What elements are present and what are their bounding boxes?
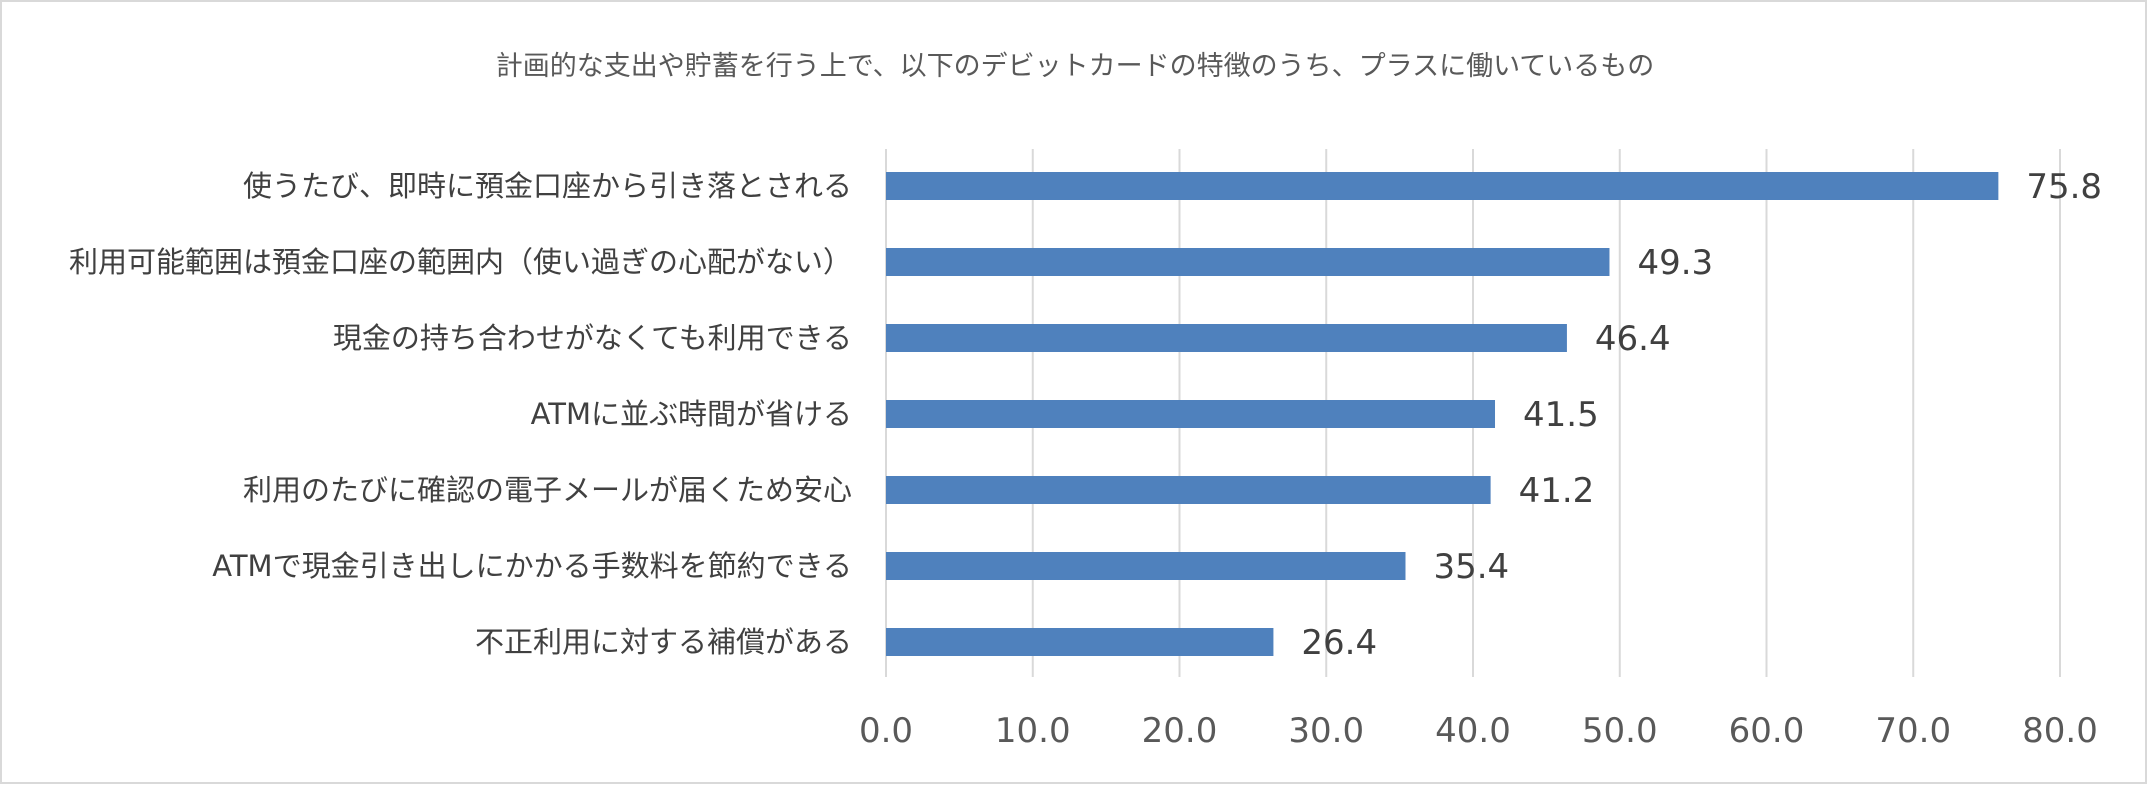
bar — [886, 552, 1406, 580]
x-tick-label: 20.0 — [1142, 711, 1218, 751]
value-label: 75.8 — [2026, 167, 2102, 207]
category-label: 現金の持ち合わせがなくても利用できる — [333, 321, 852, 355]
category-labels: 使うたび、即時に預金口座から引き落とされる利用可能範囲は預金口座の範囲内（使い過… — [69, 169, 852, 659]
bar — [886, 248, 1610, 276]
category-label: 利用のたびに確認の電子メールが届くため安心 — [243, 473, 852, 507]
category-label: ATMに並ぶ時間が省ける — [531, 397, 852, 431]
chart-title: 計画的な支出や貯蓄を行う上で、以下のデビットカードの特徴のうち、プラスに働いてい… — [496, 51, 1655, 82]
x-tick-label: 50.0 — [1582, 711, 1658, 751]
x-tick-label: 70.0 — [1875, 711, 1951, 751]
bar — [886, 476, 1491, 504]
value-label: 41.5 — [1523, 395, 1599, 435]
value-label: 35.4 — [1433, 547, 1509, 587]
x-tick-label: 80.0 — [2022, 711, 2098, 751]
x-tick-label: 0.0 — [859, 711, 913, 751]
category-label: ATMで現金引き出しにかかる手数料を節約できる — [212, 549, 852, 583]
x-tick-label: 40.0 — [1435, 711, 1511, 751]
bar — [886, 172, 1999, 200]
value-labels: 75.8 49.3 46.4 41.5 41.235.4 26.4 — [1301, 167, 2102, 663]
value-label: 49.3 — [1637, 243, 1713, 283]
category-label: 利用可能範囲は預金口座の範囲内（使い過ぎの心配がない） — [69, 245, 852, 279]
bar — [886, 628, 1274, 656]
x-tick-label: 60.0 — [1729, 711, 1805, 751]
x-tick-label: 10.0 — [995, 711, 1071, 751]
value-label: 41.2 — [1519, 471, 1595, 511]
value-label: 46.4 — [1595, 319, 1671, 359]
bar — [886, 400, 1496, 428]
category-label: 不正利用に対する補償がある — [475, 625, 852, 659]
category-label: 使うたび、即時に預金口座から引き落とされる — [243, 169, 852, 203]
value-label: 26.4 — [1301, 623, 1377, 663]
bars — [886, 172, 1999, 656]
bar — [886, 324, 1567, 352]
x-axis-tick-labels: 0.0 10.0 20.0 30.0 40.0 50.0 60.0 70.0 80.0 — [859, 711, 2098, 751]
x-tick-label: 30.0 — [1288, 711, 1364, 751]
